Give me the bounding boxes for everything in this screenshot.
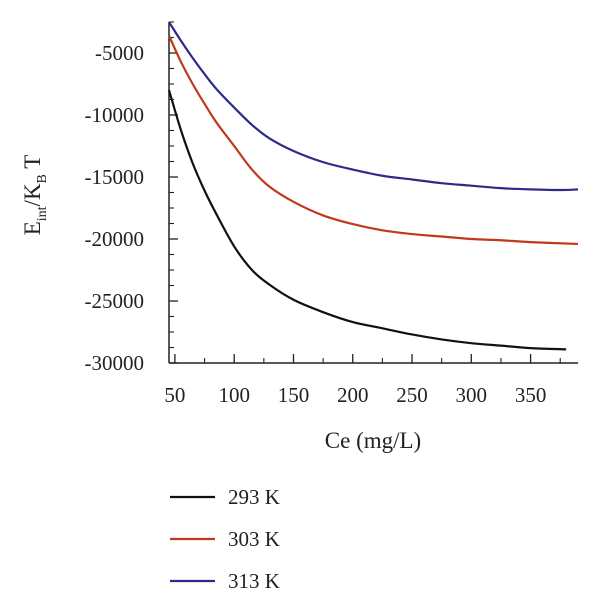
plot-frame <box>168 22 578 364</box>
y-tick-label: -20000 <box>85 227 145 251</box>
y-axis-title-sub1: int <box>35 206 50 221</box>
legend-label: 293 K <box>228 485 280 509</box>
y-tick-label: -5000 <box>95 41 144 65</box>
x-tick-label: 250 <box>396 383 428 407</box>
series-line-293-k <box>167 89 567 351</box>
y-tick-label: -30000 <box>85 351 145 375</box>
x-tick-label: 200 <box>337 383 369 407</box>
x-tick-label: 300 <box>456 383 488 407</box>
x-tick-label: 150 <box>278 383 310 407</box>
x-tick-label: 50 <box>164 383 185 407</box>
x-axis-title: Ce (mg/L) <box>325 428 421 453</box>
x-tick-label: 350 <box>515 383 547 407</box>
legend-label: 313 K <box>228 569 280 593</box>
y-axis-title-main: E <box>20 221 45 235</box>
legend-label: 303 K <box>228 527 280 551</box>
tick-labels: 50 100 150 200 250 300 350 -5000 -10000 -15000 -20… <box>85 41 547 407</box>
ticks <box>169 21 561 364</box>
legend: 293 K 303 K 313 K <box>170 485 280 593</box>
series-line-313-k <box>168 21 579 192</box>
y-tick-label: -10000 <box>85 103 145 127</box>
series-lines <box>167 21 579 351</box>
y-tick-label: -25000 <box>85 289 145 313</box>
series-line-303-k <box>167 35 579 246</box>
y-axis-title-mid: /K <box>20 183 45 206</box>
y-axis-title-sub2: B <box>35 174 50 183</box>
y-tick-label: -15000 <box>85 165 145 189</box>
x-tick-label: 100 <box>218 383 250 407</box>
y-axis-title: Eint/KB T <box>20 155 50 236</box>
y-axis-title-tail: T <box>20 155 45 174</box>
